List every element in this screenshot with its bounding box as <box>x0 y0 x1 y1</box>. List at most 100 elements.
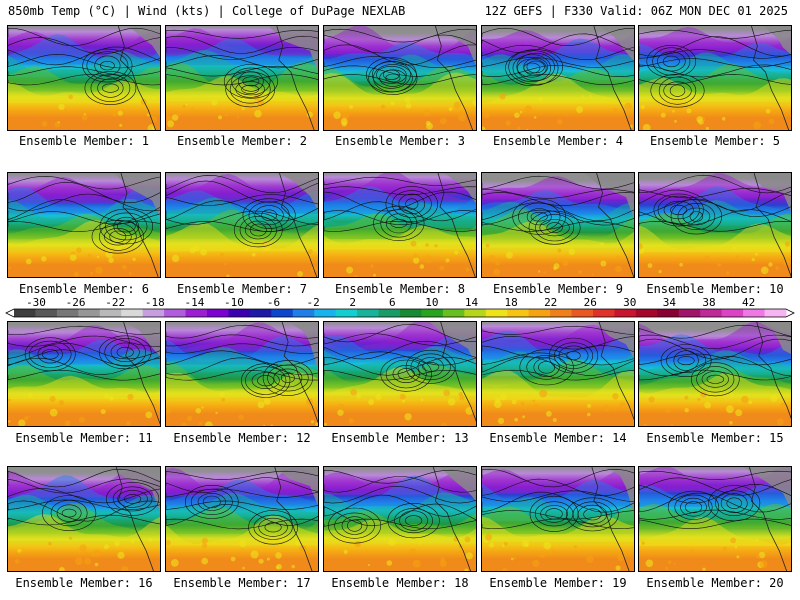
temperature-speckle <box>537 96 544 102</box>
temperature-speckle <box>215 411 218 415</box>
temperature-band <box>166 197 318 224</box>
ensemble-panel-13 <box>323 321 477 427</box>
coastline <box>115 467 154 571</box>
temperature-field <box>166 173 318 277</box>
colorbar-swatch <box>507 309 530 317</box>
temperature-speckle <box>679 262 683 267</box>
colorbar-swatch <box>335 309 358 317</box>
ensemble-member-label: Ensemble Member: 13 <box>331 431 469 445</box>
temperature-speckle <box>730 393 734 397</box>
temperature-speckle <box>147 537 153 542</box>
ensemble-member-label: Ensemble Member: 10 <box>646 282 784 296</box>
colorbar-swatch <box>528 309 551 317</box>
temperature-speckle <box>171 114 179 121</box>
temperature-speckle <box>380 104 386 110</box>
coastline <box>281 322 318 424</box>
temperature-band <box>8 80 160 104</box>
temperature-speckle <box>349 104 354 109</box>
temperature-speckle <box>704 401 711 409</box>
temperature-speckle <box>617 554 625 562</box>
temperature-speckle <box>182 104 186 109</box>
temperature-speckle <box>775 265 780 271</box>
temperature-speckle <box>48 541 52 546</box>
temperature-speckle <box>760 266 769 275</box>
temperature-speckle <box>57 121 60 124</box>
temperature-speckle <box>117 551 125 559</box>
temperature-speckle <box>616 255 620 259</box>
temperature-speckle <box>465 267 470 272</box>
temperature-speckle <box>316 258 318 262</box>
temperature-speckle <box>613 107 618 113</box>
temperature-speckle <box>488 255 496 263</box>
temperature-band <box>482 190 634 215</box>
ensemble-panel-7 <box>165 172 319 278</box>
temperature-band <box>324 225 476 250</box>
temperature-speckle <box>465 552 473 560</box>
ensemble-member-label: Ensemble Member: 5 <box>649 134 781 148</box>
terrain-mask <box>124 322 160 357</box>
temperature-band <box>324 472 476 495</box>
temperature-speckle <box>75 557 83 566</box>
temperature-band <box>324 213 476 239</box>
temperature-speckle <box>185 103 188 106</box>
temperature-speckle <box>672 110 675 113</box>
temperature-speckle <box>419 264 425 269</box>
temperature-band <box>166 209 318 239</box>
colorbar-swatch <box>164 309 187 317</box>
colorbar-swatch <box>743 309 766 317</box>
temperature-speckle <box>308 249 313 254</box>
temperature-speckle <box>343 549 348 554</box>
temperature-speckle <box>8 398 11 402</box>
temperature-speckle <box>736 555 740 559</box>
temperature-speckle <box>748 400 753 405</box>
temperature-speckle <box>117 110 123 116</box>
temperature-speckle <box>489 542 494 548</box>
wind-contours <box>8 468 160 531</box>
ensemble-panel-18 <box>323 466 477 572</box>
temperature-speckle <box>356 394 362 399</box>
colorbar-swatch <box>14 309 36 317</box>
temperature-speckle <box>409 548 416 555</box>
temperature-speckle <box>9 257 12 261</box>
colorbar-swatch <box>678 309 701 317</box>
ensemble-member-label: Ensemble Member: 14 <box>489 431 627 445</box>
terrain-mask <box>594 322 634 359</box>
temperature-speckle <box>211 99 218 106</box>
temperature-speckle <box>612 393 619 400</box>
temperature-speckle <box>543 541 552 550</box>
temperature-speckle <box>458 550 463 555</box>
temperature-speckle <box>204 421 213 426</box>
temperature-speckle <box>658 270 662 274</box>
colorbar-tick-label: -2 <box>306 296 319 309</box>
temperature-speckle <box>420 398 424 402</box>
temperature-band <box>639 63 791 92</box>
temperature-band <box>482 73 634 105</box>
temperature-band <box>639 467 791 493</box>
wind-contours <box>639 470 791 529</box>
coastline <box>434 26 474 130</box>
temperature-speckle <box>525 543 529 547</box>
temperature-speckle <box>81 114 88 121</box>
colorbar-tick-label: 6 <box>389 296 396 309</box>
ensemble-panel-12 <box>165 321 319 427</box>
colorbar-swatch <box>657 309 680 317</box>
temperature-speckle <box>553 263 560 270</box>
temperature-speckle <box>500 393 507 401</box>
temperature-speckle <box>230 556 236 562</box>
temperature-speckle <box>721 117 726 121</box>
temperature-speckle <box>275 552 282 559</box>
colorbar-swatch <box>249 309 272 317</box>
temperature-field <box>166 322 318 426</box>
colorbar-tick-label: 30 <box>623 296 636 309</box>
temperature-speckle <box>364 256 367 259</box>
temperature-speckle <box>130 539 135 544</box>
wind-contours <box>482 325 634 386</box>
temperature-band <box>639 516 791 546</box>
temperature-speckle <box>439 560 447 568</box>
temperature-speckle <box>221 398 226 402</box>
temperature-band <box>8 475 160 506</box>
temperature-speckle <box>539 551 546 558</box>
ensemble-member-label: Ensemble Member: 18 <box>331 576 469 590</box>
temperature-speckle <box>465 407 474 415</box>
terrain-mask <box>743 467 791 510</box>
